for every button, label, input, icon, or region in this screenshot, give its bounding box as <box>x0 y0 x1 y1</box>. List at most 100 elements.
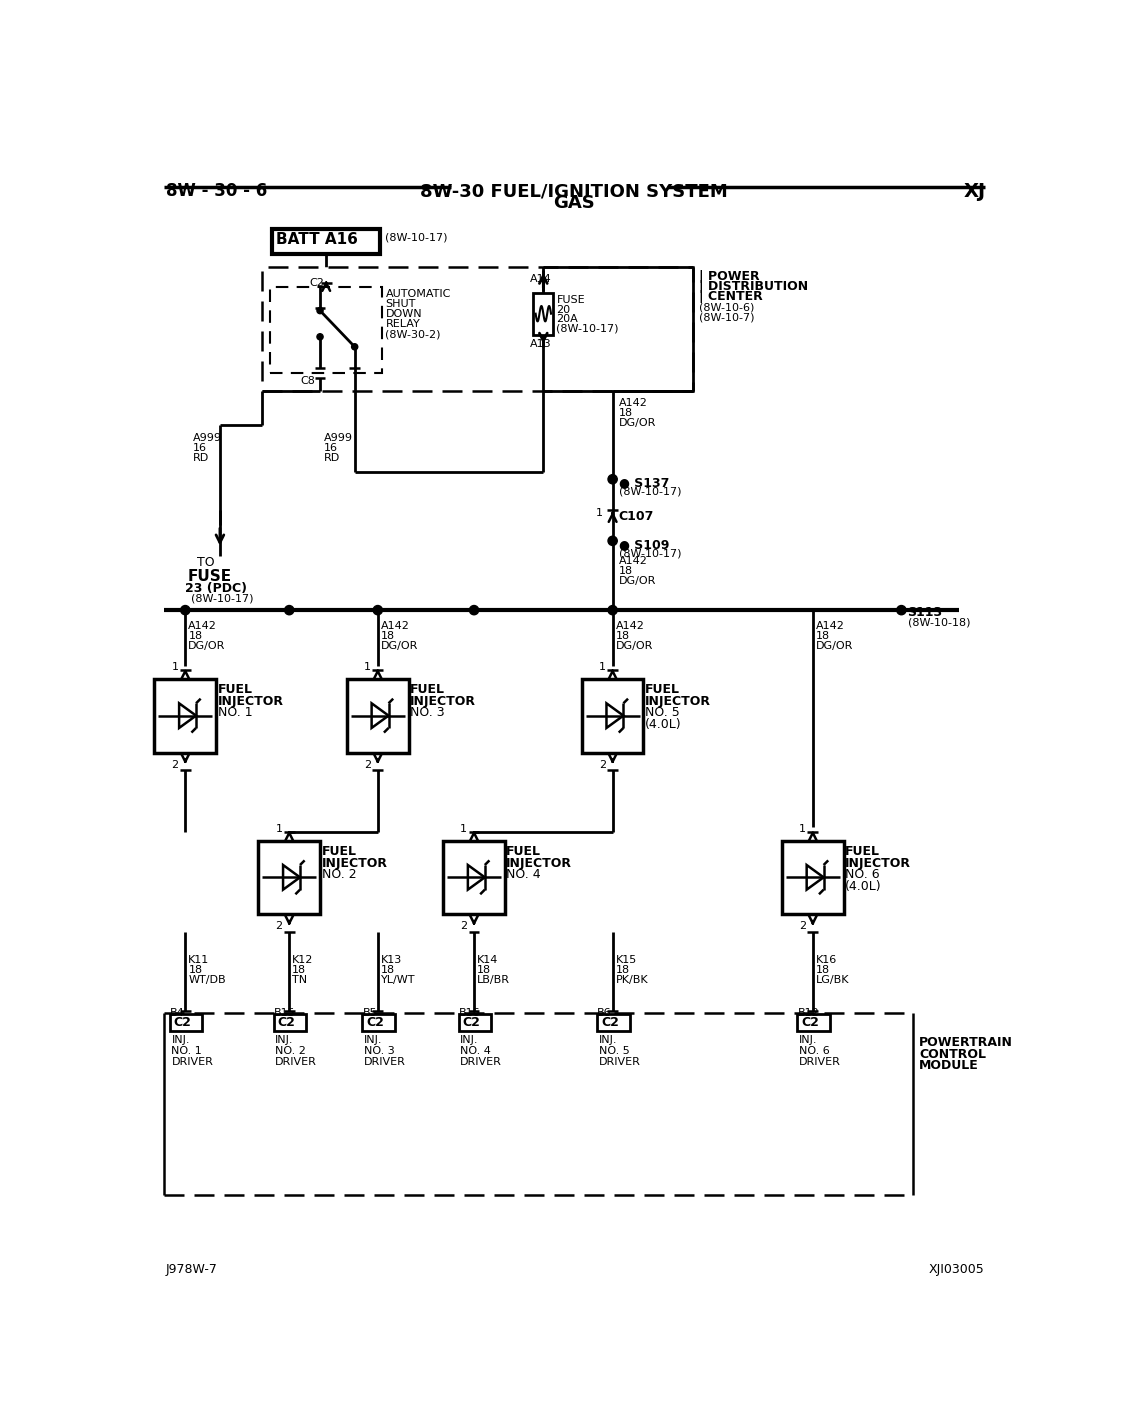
Text: INJECTOR: INJECTOR <box>410 695 476 708</box>
Text: B4: B4 <box>170 1009 185 1019</box>
Text: FUEL: FUEL <box>507 845 541 858</box>
Text: 2: 2 <box>276 922 282 932</box>
Text: 18: 18 <box>188 631 203 641</box>
Bar <box>262 267 694 391</box>
Text: NO. 5: NO. 5 <box>599 1046 630 1056</box>
Text: (8W-10-17): (8W-10-17) <box>191 594 253 604</box>
Text: RD: RD <box>193 452 210 462</box>
Text: ● S109: ● S109 <box>619 538 669 551</box>
Text: NO. 6: NO. 6 <box>845 868 880 880</box>
Text: A142: A142 <box>381 621 410 631</box>
Text: FUSE: FUSE <box>556 295 585 305</box>
Text: CONTROL: CONTROL <box>919 1047 986 1060</box>
Text: GAS: GAS <box>554 194 595 213</box>
Text: (8W-10-17): (8W-10-17) <box>386 233 448 243</box>
Text: RD: RD <box>324 452 340 462</box>
Text: (8W-10-18): (8W-10-18) <box>908 616 970 626</box>
Text: INJ.: INJ. <box>799 1035 817 1045</box>
Text: C2: C2 <box>463 1016 481 1029</box>
Bar <box>534 293 554 335</box>
Circle shape <box>317 334 323 340</box>
Text: K14: K14 <box>478 955 499 965</box>
Circle shape <box>285 605 294 615</box>
Text: 2: 2 <box>172 759 178 769</box>
Text: 20A: 20A <box>556 314 578 324</box>
Bar <box>274 1015 306 1032</box>
Bar <box>782 841 844 915</box>
Text: C2: C2 <box>367 1016 385 1029</box>
Bar <box>170 1015 202 1032</box>
Text: (4.0L): (4.0L) <box>645 718 682 731</box>
Text: NO. 4: NO. 4 <box>507 868 541 880</box>
Text: K13: K13 <box>381 955 402 965</box>
Text: INJ.: INJ. <box>276 1035 294 1045</box>
Text: 1: 1 <box>799 825 806 835</box>
Text: NO. 4: NO. 4 <box>460 1046 491 1056</box>
Text: DRIVER: DRIVER <box>364 1057 406 1067</box>
Text: (8W-10-17): (8W-10-17) <box>619 487 682 497</box>
Bar <box>458 1015 491 1032</box>
Circle shape <box>608 475 618 484</box>
Text: INJ.: INJ. <box>364 1035 382 1045</box>
Text: C2: C2 <box>278 1016 296 1029</box>
Text: B6: B6 <box>597 1009 612 1019</box>
Text: PK/BK: PK/BK <box>615 975 648 985</box>
Text: 18: 18 <box>478 965 491 975</box>
Text: XJI03005: XJI03005 <box>929 1263 984 1276</box>
Text: INJECTOR: INJECTOR <box>645 695 711 708</box>
Text: S113: S113 <box>908 606 943 619</box>
Text: (8W-10-17): (8W-10-17) <box>556 324 619 334</box>
Text: DG/OR: DG/OR <box>381 641 418 651</box>
Text: INJECTOR: INJECTOR <box>507 856 573 869</box>
Text: A142: A142 <box>619 398 648 408</box>
Text: | DISTRIBUTION: | DISTRIBUTION <box>698 280 808 293</box>
Text: DRIVER: DRIVER <box>276 1057 317 1067</box>
Text: INJ.: INJ. <box>460 1035 479 1045</box>
Circle shape <box>352 344 358 350</box>
Text: FUEL: FUEL <box>217 684 252 696</box>
Text: 18: 18 <box>381 965 395 975</box>
Text: A999: A999 <box>324 432 353 442</box>
Bar <box>443 841 504 915</box>
Bar <box>362 1015 395 1032</box>
Bar <box>155 679 216 752</box>
Circle shape <box>373 605 382 615</box>
Text: 23 (PDC): 23 (PDC) <box>185 582 247 595</box>
Text: WT/DB: WT/DB <box>188 975 226 985</box>
Text: A142: A142 <box>615 621 645 631</box>
Text: DRIVER: DRIVER <box>460 1057 502 1067</box>
Text: XJ: XJ <box>964 183 986 201</box>
Text: 2: 2 <box>364 759 371 769</box>
Text: DG/OR: DG/OR <box>188 641 225 651</box>
Text: INJECTOR: INJECTOR <box>217 695 284 708</box>
Text: NO. 1: NO. 1 <box>172 1046 202 1056</box>
Bar <box>348 679 408 752</box>
Text: BATT A16: BATT A16 <box>276 233 358 247</box>
Text: POWERTRAIN: POWERTRAIN <box>919 1036 1013 1049</box>
Text: C2: C2 <box>174 1016 192 1029</box>
Text: 1: 1 <box>364 662 371 672</box>
Text: C8: C8 <box>300 377 316 387</box>
Text: (8W-30-2): (8W-30-2) <box>386 330 441 340</box>
Text: RELAY: RELAY <box>386 320 420 330</box>
Text: 1: 1 <box>460 825 467 835</box>
Text: 18: 18 <box>816 965 830 975</box>
Text: TN: TN <box>293 975 307 985</box>
Text: 18: 18 <box>615 631 630 641</box>
Text: YL/WT: YL/WT <box>381 975 416 985</box>
Circle shape <box>317 308 323 314</box>
Bar <box>582 679 643 752</box>
Text: MODULE: MODULE <box>919 1059 979 1072</box>
Text: 18: 18 <box>619 567 633 577</box>
Text: NO. 2: NO. 2 <box>322 868 356 880</box>
Circle shape <box>180 605 189 615</box>
Text: B5: B5 <box>362 1009 377 1019</box>
Text: NO. 5: NO. 5 <box>645 706 679 719</box>
Text: NO. 3: NO. 3 <box>410 706 445 719</box>
Text: SHUT: SHUT <box>386 300 416 310</box>
Text: C2: C2 <box>601 1016 619 1029</box>
Text: 16: 16 <box>324 442 337 452</box>
Text: A142: A142 <box>188 621 217 631</box>
Text: DG/OR: DG/OR <box>615 641 654 651</box>
Text: C2: C2 <box>309 277 324 287</box>
